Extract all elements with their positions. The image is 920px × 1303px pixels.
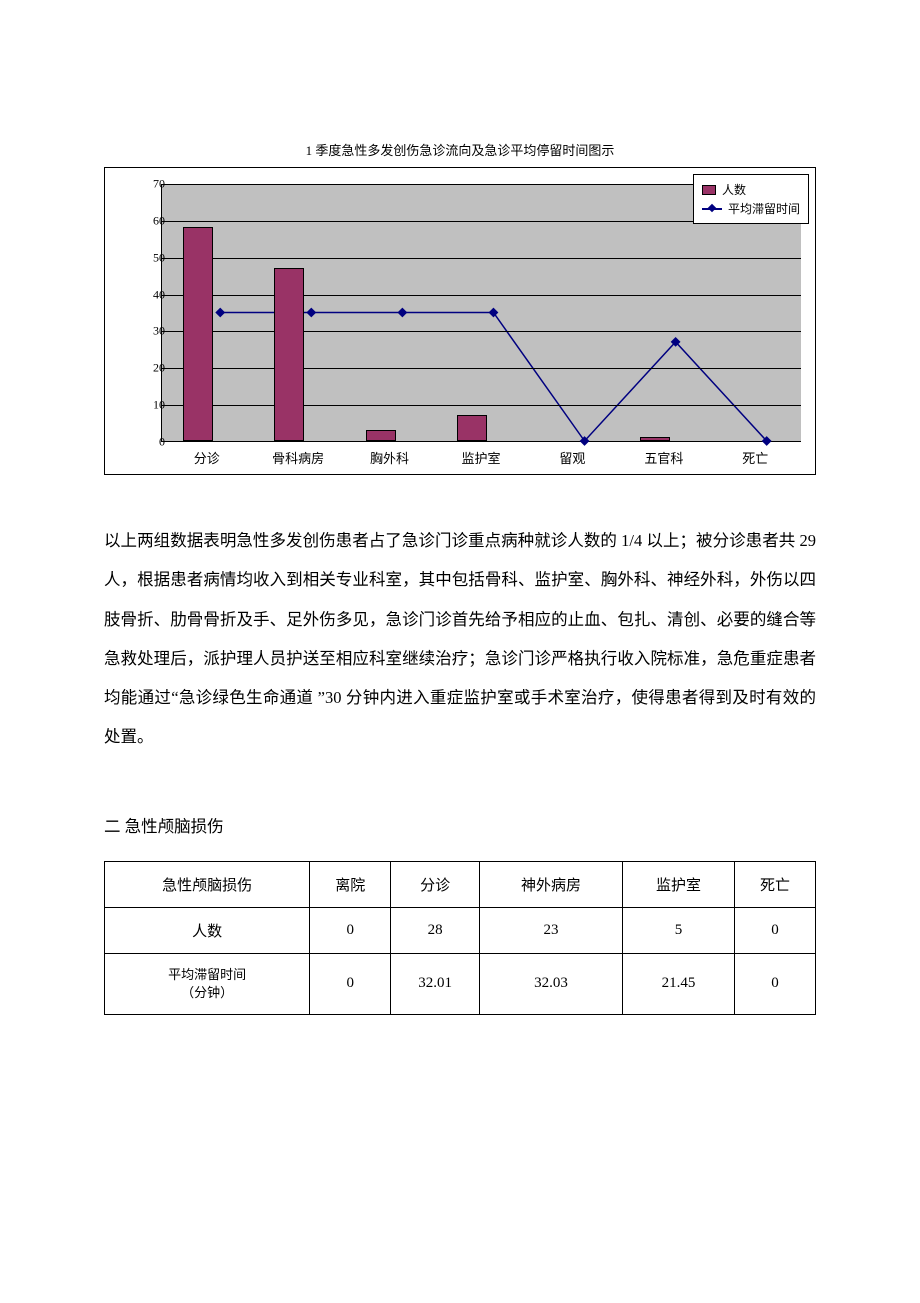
table-header-cell: 急性颅脑损伤 xyxy=(105,861,310,907)
x-tick-label: 胸外科 xyxy=(360,448,420,467)
table-header-cell: 神外病房 xyxy=(479,861,622,907)
x-tick-label: 五官科 xyxy=(634,448,694,467)
legend-item-line: 平均滞留时间 xyxy=(702,200,800,217)
x-tick-label: 骨科病房 xyxy=(268,448,328,467)
table-row-label: 人数 xyxy=(105,907,310,953)
gridline xyxy=(162,295,801,296)
table-cell: 28 xyxy=(391,907,480,953)
table-row: 平均滞留时间（分钟）032.0132.0321.450 xyxy=(105,953,816,1014)
bar xyxy=(274,268,304,441)
section-2-heading: 二 急性颅脑损伤 xyxy=(104,813,816,837)
y-tick-label: 60 xyxy=(153,213,165,228)
table-cell: 21.45 xyxy=(623,953,735,1014)
gridline xyxy=(162,258,801,259)
y-tick-label: 30 xyxy=(153,324,165,339)
table-cell: 32.03 xyxy=(479,953,622,1014)
table-header-cell: 监护室 xyxy=(623,861,735,907)
chart-container: 人数 平均滞留时间 0 10 20 30 40 50 60 70 分诊 骨科病房 胸外科 监护室 留观 五… xyxy=(104,167,816,475)
bar xyxy=(183,227,213,441)
y-tick-label: 50 xyxy=(153,250,165,265)
gridline xyxy=(162,331,801,332)
data-table: 急性颅脑损伤离院分诊神外病房监护室死亡人数0282350平均滞留时间（分钟）03… xyxy=(104,861,816,1015)
gridline xyxy=(162,368,801,369)
y-tick-label: 0 xyxy=(159,435,165,450)
x-tick-label: 分诊 xyxy=(177,448,237,467)
chart-title: 1 季度急性多发创伤急诊流向及急诊平均停留时间图示 xyxy=(104,140,816,159)
table-row-label: 平均滞留时间（分钟） xyxy=(105,953,310,1014)
table-header-cell: 死亡 xyxy=(735,861,816,907)
bar xyxy=(640,437,670,441)
y-tick-label: 40 xyxy=(153,287,165,302)
legend-swatch-bar xyxy=(702,185,716,195)
legend-label-line: 平均滞留时间 xyxy=(728,200,800,217)
x-tick-label: 留观 xyxy=(542,448,602,467)
gridline xyxy=(162,405,801,406)
table-cell: 5 xyxy=(623,907,735,953)
y-tick-label: 70 xyxy=(153,177,165,192)
table-cell: 32.01 xyxy=(391,953,480,1014)
analysis-paragraph: 以上两组数据表明急性多发创伤患者占了急诊门诊重点病种就诊人数的 1/4 以上；被… xyxy=(104,521,816,757)
bar xyxy=(457,415,487,441)
legend-swatch-line xyxy=(702,208,722,210)
table-header-cell: 离院 xyxy=(310,861,391,907)
table-cell: 23 xyxy=(479,907,622,953)
legend-label-bar: 人数 xyxy=(722,181,746,198)
table-cell: 0 xyxy=(735,907,816,953)
table-cell: 0 xyxy=(310,907,391,953)
table-row: 人数0282350 xyxy=(105,907,816,953)
legend-item-bar: 人数 xyxy=(702,181,800,198)
table-header-cell: 分诊 xyxy=(391,861,480,907)
chart-legend: 人数 平均滞留时间 xyxy=(693,174,809,224)
y-tick-label: 20 xyxy=(153,361,165,376)
y-tick-label: 10 xyxy=(153,398,165,413)
table-cell: 0 xyxy=(735,953,816,1014)
table-header-row: 急性颅脑损伤离院分诊神外病房监护室死亡 xyxy=(105,861,816,907)
table-cell: 0 xyxy=(310,953,391,1014)
x-tick-label: 监护室 xyxy=(451,448,511,467)
x-tick-label: 死亡 xyxy=(725,448,785,467)
bar xyxy=(366,430,396,441)
